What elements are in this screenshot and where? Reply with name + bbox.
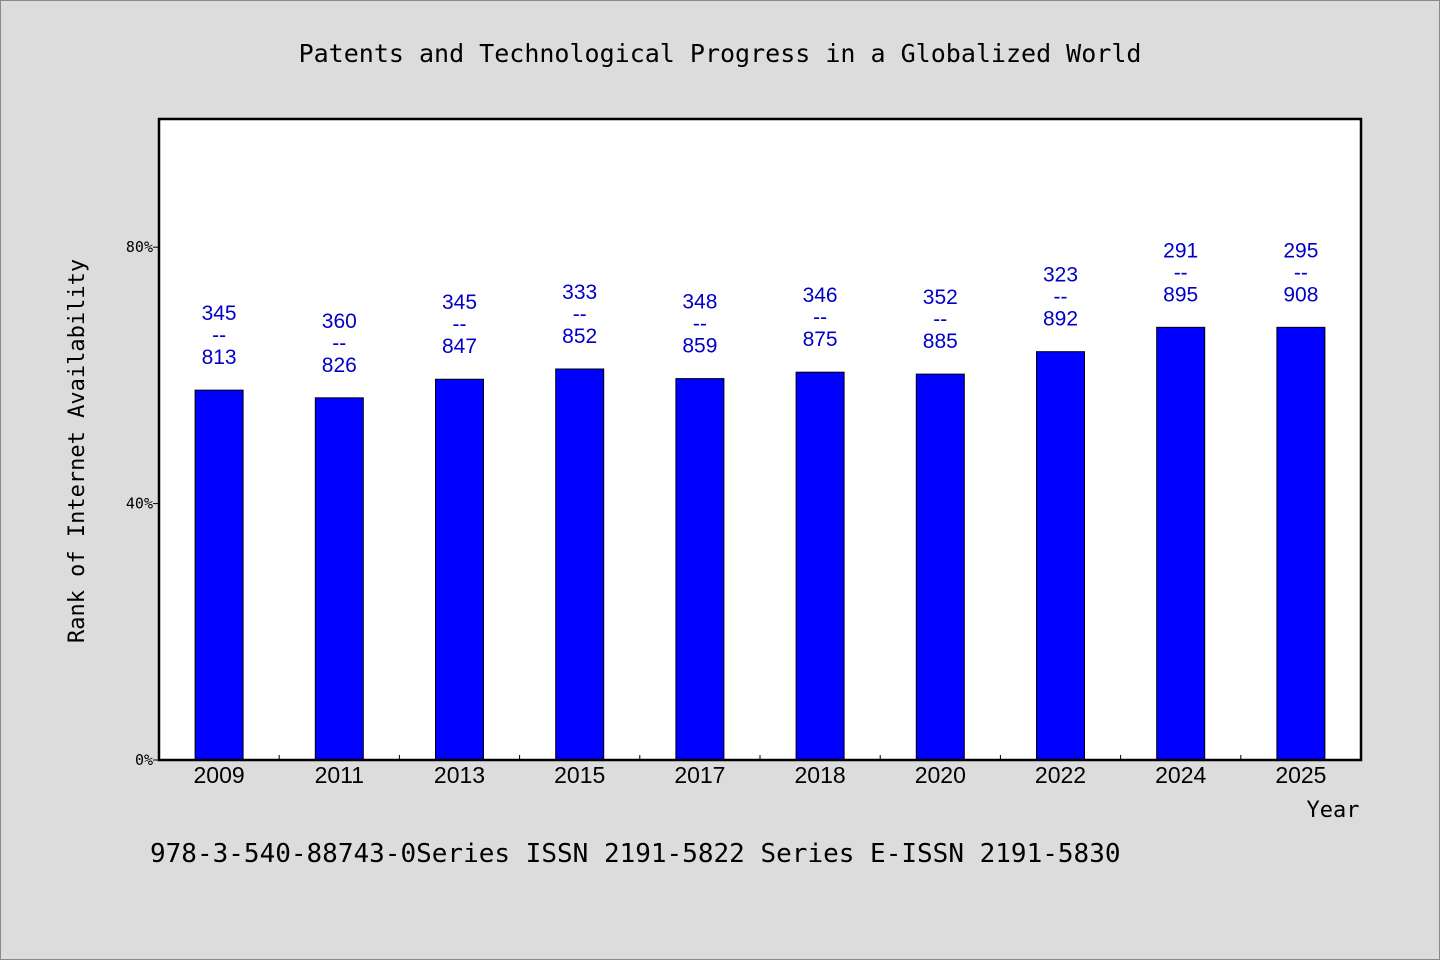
bar-2015 <box>555 368 605 761</box>
footer-note: 978-3-540-88743-0Series ISSN 2191-5822 S… <box>150 839 1121 869</box>
data-label-2009-1: -- <box>212 324 226 347</box>
data-label-2024-0: 291 <box>1163 239 1198 262</box>
data-label-2011-0: 360 <box>322 310 357 333</box>
data-label-2011-1: -- <box>332 332 346 355</box>
data-label-2018-0: 346 <box>803 284 838 307</box>
data-label-2020-1: -- <box>933 308 947 331</box>
data-label-2015-1: -- <box>573 303 587 326</box>
x-tick-label-2020: 2020 <box>915 762 966 788</box>
data-label-2024-1: -- <box>1174 261 1188 284</box>
data-label-2013-2: 847 <box>442 335 477 358</box>
chart-title: Patents and Technological Progress in a … <box>299 39 1142 68</box>
data-label-2009-0: 345 <box>202 302 237 325</box>
data-label-2025-2: 908 <box>1283 283 1318 306</box>
plot-border <box>157 117 1363 762</box>
data-label-2025-0: 295 <box>1283 239 1318 262</box>
data-label-2009-2: 813 <box>202 346 237 369</box>
x-tick-label-2011: 2011 <box>315 762 364 788</box>
data-label-2013-1: -- <box>453 313 467 336</box>
x-tick-label-2017: 2017 <box>674 762 725 788</box>
x-tick-label-2022: 2022 <box>1035 762 1086 788</box>
bar-2018 <box>795 371 845 761</box>
data-labels-layer: 345--813360--826345--847333--852348--859… <box>202 239 1319 377</box>
bar-2009 <box>194 389 244 761</box>
data-label-2011-2: 826 <box>322 354 357 377</box>
data-label-2018-2: 875 <box>803 328 838 351</box>
x-axis: 2009 2011 2013 2015 2017 2018 2020 2022 2024 2025 <box>194 755 1326 788</box>
data-label-2018-1: -- <box>813 306 827 329</box>
bar-2024 <box>1156 326 1206 761</box>
x-tick-label-2024: 2024 <box>1155 762 1206 788</box>
data-label-2015-0: 333 <box>562 281 597 304</box>
data-label-2022-1: -- <box>1054 286 1068 309</box>
data-label-2017-2: 859 <box>682 335 717 358</box>
data-label-2015-2: 852 <box>562 325 597 348</box>
data-label-2017-0: 348 <box>682 291 717 314</box>
bar-2011 <box>314 397 364 761</box>
y-tick-label-0: 0% <box>135 751 153 769</box>
x-tick-label-2015: 2015 <box>554 762 605 788</box>
data-label-2013-0: 345 <box>442 291 477 314</box>
bar-2022 <box>1036 351 1085 761</box>
x-tick-label-2018: 2018 <box>795 762 846 788</box>
data-label-2024-2: 895 <box>1163 283 1198 306</box>
y-axis-label: Rank of Internet Availability <box>65 259 90 643</box>
x-tick-label-2009: 2009 <box>194 762 245 788</box>
data-label-2020-0: 352 <box>923 286 958 309</box>
bar-2017 <box>675 378 725 761</box>
y-axis: 0% 40% 80% <box>126 238 159 769</box>
y-tick-label-1: 40% <box>126 495 153 513</box>
x-axis-label: Year <box>1307 798 1360 823</box>
data-label-2025-1: -- <box>1294 261 1308 284</box>
x-tick-label-2025: 2025 <box>1275 762 1326 788</box>
data-label-2017-1: -- <box>693 313 707 336</box>
data-label-2022-0: 323 <box>1043 264 1078 287</box>
bar-2020 <box>915 373 965 761</box>
bar-2013 <box>435 378 484 761</box>
y-tick-label-2: 80% <box>126 238 153 256</box>
data-label-2020-2: 885 <box>923 330 958 353</box>
bars-layer <box>194 326 1326 761</box>
x-tick-label-2013: 2013 <box>434 762 485 788</box>
data-label-2022-2: 892 <box>1043 308 1078 331</box>
bar-2025 <box>1276 326 1326 761</box>
